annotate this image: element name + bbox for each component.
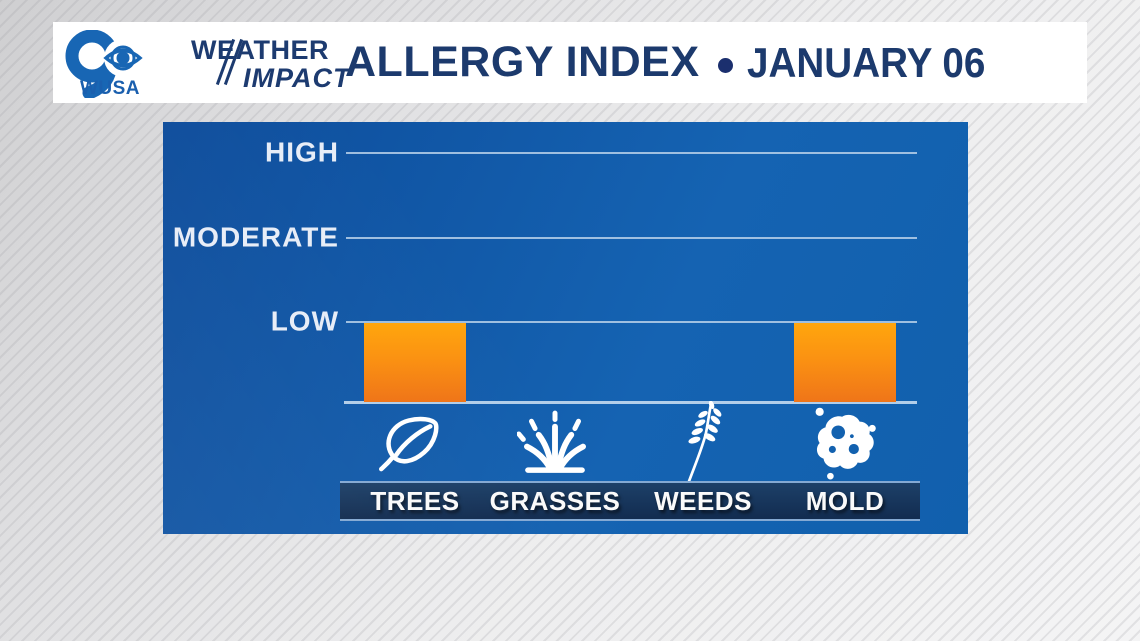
category-label-mold: MOLD <box>805 486 885 516</box>
bar-trees <box>364 323 466 402</box>
mold-spore-icon <box>815 407 876 480</box>
weed-sprig-icon <box>687 401 722 484</box>
weeds-icon-box <box>663 401 743 484</box>
bar-mold <box>794 323 896 402</box>
category-label-bar: TREES GRASSES WEEDS MOLD <box>340 481 920 521</box>
weather-impact-brand: WEATHER IMPACT <box>191 22 391 103</box>
title-block: ALLERGY INDEX JANUARY 06 <box>345 22 1006 103</box>
mold-icon-box <box>805 406 885 480</box>
station-name: WUSA <box>79 78 141 99</box>
level-label-high: HIGH <box>265 136 339 168</box>
level-label-low: LOW <box>270 305 339 337</box>
grasses-icon-box <box>515 406 595 480</box>
leaf-icon <box>379 416 439 472</box>
date-label: JANUARY 06 <box>746 38 985 86</box>
header-bar: WUSA WEATHER IMPACT ALLERGY INDEX JANUAR… <box>53 22 1087 103</box>
trees-icon-box <box>375 406 455 480</box>
channel-9-cbs-eye-icon <box>65 30 143 98</box>
brand-impact-label: IMPACT <box>243 63 351 93</box>
category-label-trees: TREES <box>370 486 460 516</box>
category-label-weeds: WEEDS <box>654 486 752 516</box>
title-separator-dot <box>717 58 733 73</box>
page-title: ALLERGY INDEX <box>345 38 700 86</box>
level-label-moderate: MODERATE <box>172 221 339 253</box>
grass-icon <box>517 410 586 473</box>
category-label-grasses: GRASSES <box>489 486 621 516</box>
gridline-high <box>346 152 917 154</box>
gridline-moderate <box>346 237 917 239</box>
wusa9-logo: WUSA <box>61 30 191 99</box>
brand-weather-label: WEATHER <box>191 35 329 65</box>
allergy-chart-panel: HIGH MODERATE LOW <box>163 122 968 534</box>
